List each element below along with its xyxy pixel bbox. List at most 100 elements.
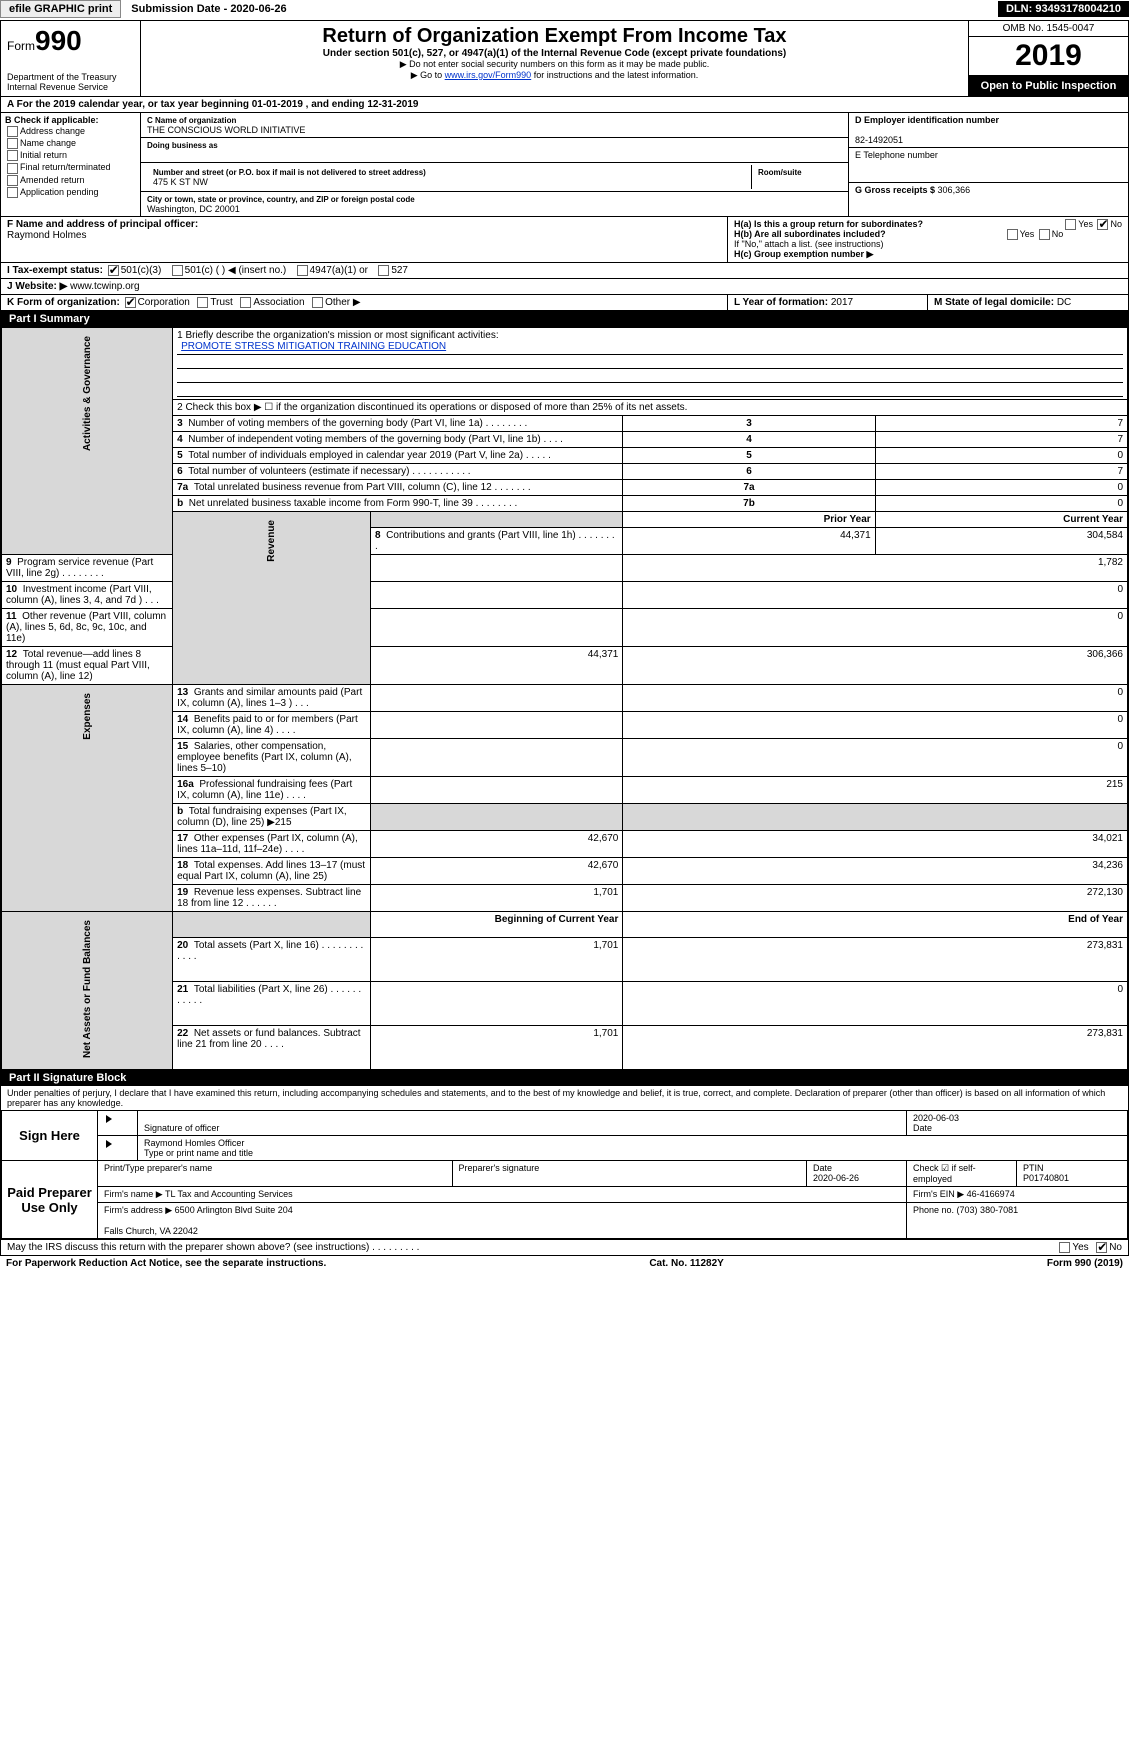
n: 9 — [6, 557, 12, 568]
b-addr-change: Address change — [5, 126, 136, 137]
cb-pending[interactable] — [7, 187, 18, 198]
hb-no: No — [1052, 229, 1064, 239]
v: 7 — [875, 416, 1127, 432]
top-bar: efile GRAPHIC print Submission Date - 20… — [0, 0, 1129, 18]
firm-addr2: Falls Church, VA 22042 — [104, 1226, 198, 1236]
cb-ha-yes[interactable] — [1065, 219, 1076, 230]
t: Net unrelated business taxable income fr… — [189, 498, 517, 509]
cb-discuss-yes[interactable] — [1059, 1242, 1070, 1253]
cb-4947[interactable] — [297, 265, 308, 276]
part-2-bar: Part II Signature Block — [1, 1070, 1128, 1086]
irs-link[interactable]: www.irs.gov/Form990 — [445, 70, 532, 80]
cb-ha-no[interactable] — [1097, 219, 1108, 230]
pp-date-val: 2020-06-26 — [813, 1173, 859, 1183]
paid-preparer-fields: Print/Type preparer's name Preparer's si… — [98, 1161, 1127, 1238]
ha-yes: Yes — [1078, 219, 1093, 229]
cy: 1,782 — [623, 555, 1128, 582]
rn: 3 — [623, 416, 875, 432]
rn: 4 — [623, 432, 875, 448]
sub3-pre: ▶ Go to — [411, 70, 445, 80]
t: Net assets or fund balances. Subtract li… — [177, 1028, 360, 1050]
cb-527[interactable] — [378, 265, 389, 276]
cy: 273,831 — [623, 938, 1128, 982]
cb-final[interactable] — [7, 163, 18, 174]
section-f: F Name and address of principal officer:… — [1, 217, 728, 262]
c-city-cap: City or town, state or province, country… — [147, 195, 415, 204]
py — [371, 609, 623, 647]
cy: 34,021 — [623, 831, 1128, 858]
n: 14 — [177, 714, 188, 725]
efile-button[interactable]: efile GRAPHIC print — [0, 0, 121, 18]
py — [371, 982, 623, 1026]
k-trust: Trust — [210, 297, 232, 308]
py — [371, 739, 623, 777]
gov-block: Activities & Governance 1 Briefly descri… — [2, 328, 1128, 400]
c-street: Number and street (or P.O. box if mail i… — [147, 165, 752, 189]
form-number: 990 — [35, 25, 82, 56]
ein: 82-1492051 — [855, 135, 903, 145]
ha-text: H(a) Is this a group return for subordin… — [734, 219, 923, 229]
cb-trust[interactable] — [197, 297, 208, 308]
t: Grants and similar amounts paid (Part IX… — [177, 687, 362, 709]
py: 44,371 — [371, 647, 623, 685]
t: Other expenses (Part IX, column (A), lin… — [177, 833, 358, 855]
k-assoc: Association — [253, 297, 304, 308]
footer-mid: Cat. No. 11282Y — [649, 1258, 723, 1269]
cb-name-change[interactable] — [7, 138, 18, 149]
i-501c3: 501(c)(3) — [121, 265, 162, 276]
cb-hb-no[interactable] — [1039, 229, 1050, 240]
cb-other[interactable] — [312, 297, 323, 308]
section-h: H(a) Is this a group return for subordin… — [728, 217, 1128, 262]
cb-501c3[interactable] — [108, 265, 119, 276]
py-shade — [371, 804, 623, 831]
n: 5 — [177, 450, 183, 461]
b-name-change: Name change — [5, 138, 136, 149]
rn: 7b — [623, 496, 875, 512]
section-i: I Tax-exempt status: 501(c)(3) 501(c) ( … — [1, 263, 1128, 278]
sign-here-fields: Signature of officer 2020-06-03Date Raym… — [98, 1111, 1127, 1160]
n: 21 — [177, 984, 188, 995]
ptin-val: P01740801 — [1023, 1173, 1069, 1183]
k-corp: Corporation — [138, 297, 190, 308]
page-footer: For Paperwork Reduction Act Notice, see … — [0, 1256, 1129, 1271]
state-domicile: DC — [1057, 297, 1071, 308]
t: Total unrelated business revenue from Pa… — [194, 482, 531, 493]
discuss-yes: Yes — [1072, 1242, 1088, 1253]
firm-addr: Firm's address ▶ 6500 Arlington Blvd Sui… — [98, 1203, 907, 1238]
perjury-statement: Under penalties of perjury, I declare th… — [1, 1086, 1128, 1111]
cb-amended[interactable] — [7, 175, 18, 186]
py: 42,670 — [371, 858, 623, 885]
pp-date-lbl: Date — [813, 1163, 832, 1173]
spacer2 — [173, 912, 371, 938]
ha-no: No — [1110, 219, 1122, 229]
n: b — [177, 806, 183, 817]
c-name-cap: C Name of organization — [147, 116, 236, 125]
cb-501c[interactable] — [172, 265, 183, 276]
side-rev-text: Revenue — [266, 514, 277, 568]
form-sub1: Under section 501(c), 527, or 4947(a)(1)… — [147, 48, 962, 59]
n: 3 — [177, 418, 183, 429]
row-f-h: F Name and address of principal officer:… — [1, 217, 1128, 263]
b-i0: Address change — [20, 126, 85, 136]
cy: 0 — [623, 739, 1128, 777]
header-right: OMB No. 1545-0047 2019 Open to Public In… — [968, 21, 1128, 96]
c-addr-box: Number and street (or P.O. box if mail i… — [141, 163, 848, 192]
cy: 0 — [623, 582, 1128, 609]
cb-discuss-no[interactable] — [1096, 1242, 1107, 1253]
t: Number of independent voting members of … — [188, 434, 563, 445]
py — [371, 712, 623, 739]
line2: 2 Check this box ▶ ☐ if the organization… — [173, 400, 1128, 416]
side-exp: Expenses — [2, 685, 173, 912]
cy: 306,366 — [623, 647, 1128, 685]
cb-corp[interactable] — [125, 297, 136, 308]
cb-addr-change[interactable] — [7, 126, 18, 137]
cb-assoc[interactable] — [240, 297, 251, 308]
n: 17 — [177, 833, 188, 844]
principal-officer: Raymond Holmes — [7, 230, 86, 241]
cy: 34,236 — [623, 858, 1128, 885]
n: 18 — [177, 860, 188, 871]
cb-initial[interactable] — [7, 150, 18, 161]
name-title: Raymond Homles Officer — [144, 1138, 244, 1148]
discuss-no: No — [1109, 1242, 1122, 1253]
cb-hb-yes[interactable] — [1007, 229, 1018, 240]
